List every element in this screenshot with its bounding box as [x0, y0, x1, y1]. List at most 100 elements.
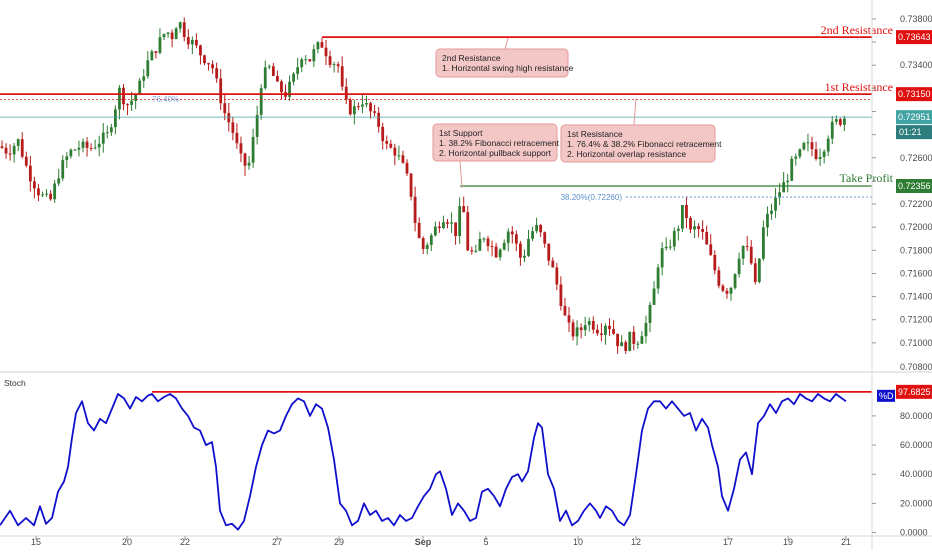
candle-body	[251, 136, 255, 163]
candle-body	[571, 322, 575, 337]
price-tick-label: 0.71400	[900, 292, 932, 302]
candle-body	[211, 64, 214, 69]
candle-body	[478, 238, 482, 251]
candle-body	[340, 66, 344, 87]
price-tick-label: 0.72000	[900, 222, 932, 232]
candle-body	[316, 42, 320, 50]
resistance-2-note-line: 1. Horizontal swing high resistance	[442, 63, 574, 73]
candle-body	[4, 147, 8, 154]
candle-body	[53, 183, 57, 200]
time-tick-label: 19	[783, 537, 793, 547]
candle-body	[547, 243, 551, 261]
candle-body	[413, 196, 417, 223]
resistance-1-note-line: 2. Horizontal overlap resistance	[567, 149, 686, 159]
candle-body	[458, 206, 462, 237]
time-tick-label: 17	[723, 537, 733, 547]
candle-body	[223, 103, 227, 114]
candle-body	[0, 146, 4, 148]
candle-body	[304, 59, 308, 61]
candle-body	[689, 217, 692, 230]
candle-body	[510, 231, 514, 235]
candle-body	[373, 111, 376, 113]
candle-body	[397, 155, 401, 157]
stoch-tick-label: 80.0000	[900, 411, 932, 421]
time-tick-label: 22	[180, 537, 190, 547]
resistance-1-note-pointer	[633, 97, 637, 126]
candle-body	[389, 143, 393, 148]
resistance-1-tag: 0.73150	[898, 89, 931, 99]
candle-body	[766, 213, 769, 228]
candle-body	[109, 127, 113, 133]
candle-body	[652, 288, 656, 305]
stoch-tick-label: 40.0000	[900, 469, 932, 479]
candle-body	[215, 68, 219, 79]
candle-body	[365, 103, 368, 105]
candle-body	[502, 242, 506, 250]
candle-body	[259, 88, 263, 115]
candle-body	[243, 153, 247, 166]
candle-body	[818, 156, 822, 159]
price-tick-label: 0.73400	[900, 60, 932, 70]
candle-body	[65, 156, 69, 161]
candle-body	[267, 66, 271, 68]
candle-body	[207, 63, 210, 65]
candle-body	[357, 106, 360, 108]
resistance-2-note-line: 2nd Resistance	[442, 53, 501, 63]
candle-body	[628, 331, 632, 351]
time-tick-label: 12	[631, 537, 641, 547]
candle-body	[608, 325, 611, 330]
candle-body	[166, 32, 170, 35]
candle-body	[519, 243, 522, 258]
candle-body	[843, 118, 846, 125]
candle-body	[16, 139, 20, 146]
price-tick-label: 0.71200	[900, 315, 932, 325]
candle-body	[660, 248, 664, 268]
candle-body	[41, 194, 44, 196]
candle-body	[563, 305, 567, 316]
candle-body	[162, 34, 166, 38]
candle-body	[235, 132, 239, 144]
candle-body	[69, 149, 73, 157]
candle-body	[685, 205, 688, 218]
candle-body	[8, 153, 12, 155]
candle-body	[762, 227, 765, 259]
candle-body	[470, 250, 474, 252]
candle-body	[421, 238, 425, 250]
candle-body	[543, 232, 547, 244]
candle-body	[417, 222, 421, 239]
time-tick-label: 5	[483, 537, 488, 547]
candle-body	[438, 226, 441, 229]
stoch-tick-label: 60.0000	[900, 440, 932, 450]
candle-body	[733, 274, 737, 288]
price-tick-label: 0.71600	[900, 268, 932, 278]
candle-body	[713, 254, 717, 271]
candle-body	[130, 100, 133, 105]
candle-body	[429, 235, 433, 245]
resistance-2-tag: 0.73643	[898, 32, 931, 42]
candle-body	[648, 304, 652, 323]
stoch-d-line	[0, 393, 847, 531]
candle-body	[770, 210, 773, 214]
time-tick-label: 20	[122, 537, 132, 547]
candle-body	[616, 333, 619, 347]
countdown-tag: 01:21	[899, 127, 922, 137]
candle-body	[640, 336, 644, 344]
candle-body	[693, 226, 696, 230]
candle-body	[199, 45, 202, 56]
resistance-2-label: 2nd Resistance	[821, 23, 893, 37]
candle-body	[701, 228, 705, 232]
candle-body	[203, 55, 206, 64]
candle-body	[535, 224, 538, 232]
candle-body	[134, 94, 138, 101]
candle-body	[332, 64, 336, 66]
take-profit-tag: 0.72356	[898, 181, 931, 191]
candle-body	[385, 141, 389, 144]
candle-body	[73, 149, 77, 151]
